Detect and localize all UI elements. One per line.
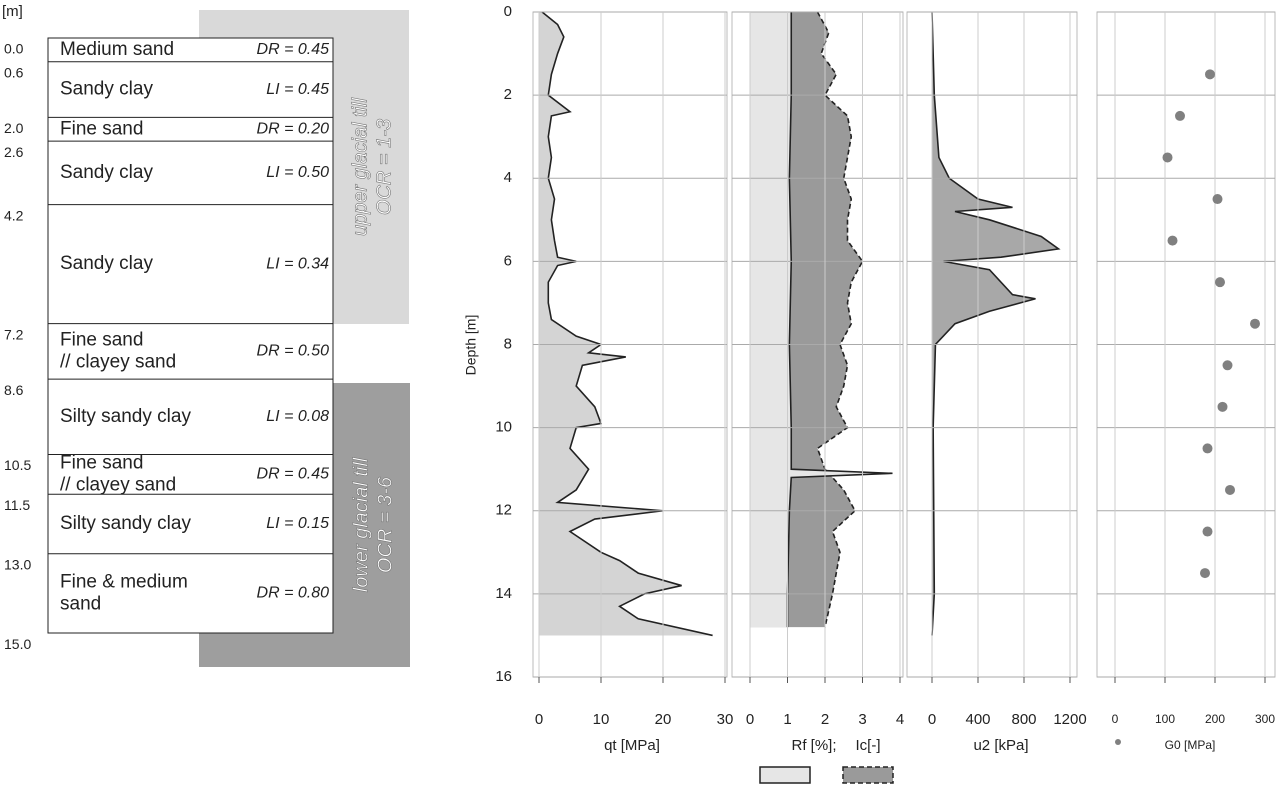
soil-column xyxy=(47,37,334,634)
area-fill xyxy=(750,12,893,628)
x-tick-label: 0 xyxy=(928,711,936,728)
layer-name: Sandy clay xyxy=(60,253,153,274)
layer-name: Medium sand xyxy=(60,39,174,60)
legend-ic xyxy=(842,766,894,784)
x-tick-label: 0 xyxy=(535,711,543,728)
x-axis-label: u2 [kPa] xyxy=(973,737,1028,754)
x-tick-label: 4 xyxy=(896,711,904,728)
depth-label: 0.0 xyxy=(4,41,24,57)
x-tick-label: 400 xyxy=(965,711,990,728)
point xyxy=(1215,277,1225,288)
point xyxy=(1217,401,1228,412)
x-axis-label: Rf [%]; xyxy=(791,737,836,754)
depth-label: 10.5 xyxy=(4,457,31,473)
point xyxy=(1200,568,1210,579)
y-tick-label: 6 xyxy=(504,252,512,269)
y-tick-label: 2 xyxy=(504,86,512,103)
layer-name: Fine sand xyxy=(60,329,143,350)
legend-rf xyxy=(759,766,811,784)
till-label: lower glacial till xyxy=(350,457,372,592)
layer-param: DR = 0.50 xyxy=(257,343,330,360)
point xyxy=(1250,318,1260,329)
depth-label: 0.6 xyxy=(4,65,24,81)
y-tick-label: 8 xyxy=(504,335,512,352)
point xyxy=(1162,152,1173,163)
layer-name: Fine sand xyxy=(60,118,143,139)
y-tick-label: 0 xyxy=(504,3,512,20)
x-tick-label: 100 xyxy=(1155,712,1175,726)
layer-name: sand xyxy=(60,593,101,614)
x-tick-label: 300 xyxy=(1255,712,1275,726)
x-tick-label: 200 xyxy=(1205,712,1225,726)
x-tick-label: 0 xyxy=(1112,712,1119,726)
y-tick-label: 10 xyxy=(495,419,512,436)
x-tick-label: 1200 xyxy=(1053,711,1086,728)
till-label: OCR = 1-3 xyxy=(373,119,395,215)
point xyxy=(1202,526,1213,537)
depth-label: 13.0 xyxy=(4,556,31,572)
depth-label: 11.5 xyxy=(4,497,30,513)
layer-name: Sandy clay xyxy=(60,79,153,100)
x-axis-label: Ic[-] xyxy=(856,737,881,754)
layer-name: Fine sand xyxy=(60,452,143,473)
y-tick-label: 4 xyxy=(504,169,512,186)
depth-unit: [m] xyxy=(2,3,23,20)
point xyxy=(1205,69,1215,80)
depth-label: 8.6 xyxy=(4,382,24,398)
x-tick-label: 20 xyxy=(655,711,672,728)
layer-param: LI = 0.45 xyxy=(266,81,329,98)
layer-param: LI = 0.34 xyxy=(266,255,329,272)
layer-name: Fine & medium xyxy=(60,571,188,592)
till-label: OCR = 3-6 xyxy=(374,476,396,573)
layer-name: Silty sandy clay xyxy=(60,513,191,534)
point xyxy=(1212,194,1223,205)
x-axis-label: qt [MPa] xyxy=(604,737,660,754)
y-tick-label: 14 xyxy=(495,585,512,602)
x-tick-label: 3 xyxy=(858,711,866,728)
y-tick-label: 12 xyxy=(495,502,512,519)
x-tick-label: 10 xyxy=(593,711,610,728)
y-tick-label: 16 xyxy=(495,668,512,685)
layer-name: Silty sandy clay xyxy=(60,406,191,427)
depth-label: 15.0 xyxy=(4,636,31,652)
layer-name: Sandy clay xyxy=(60,162,153,183)
legend-marker xyxy=(1115,739,1121,745)
point xyxy=(1202,443,1213,454)
depth-label: 2.6 xyxy=(4,144,24,160)
layer-param: DR = 0.45 xyxy=(257,41,330,58)
layer-param: DR = 0.45 xyxy=(257,466,330,483)
layer-name: // clayey sand xyxy=(60,351,176,372)
layer-param: LI = 0.15 xyxy=(266,515,329,532)
x-tick-label: 2 xyxy=(821,711,829,728)
y-axis-label: Depth [m] xyxy=(463,315,479,376)
point xyxy=(1225,484,1235,495)
layer-param: DR = 0.80 xyxy=(257,585,330,602)
depth-label: 7.2 xyxy=(4,326,24,342)
layer-param: LI = 0.50 xyxy=(266,164,329,181)
x-tick-label: 0 xyxy=(746,711,754,728)
layer-name: // clayey sand xyxy=(60,474,176,495)
depth-label: 2.0 xyxy=(4,120,24,136)
profile-line xyxy=(931,11,1061,636)
layer-param: DR = 0.20 xyxy=(257,120,330,137)
depth-label: 4.2 xyxy=(4,207,24,223)
layer-param: LI = 0.08 xyxy=(266,408,329,425)
till-label: upper glacial till xyxy=(349,98,371,236)
profile-line xyxy=(786,12,893,628)
x-tick-label: 1 xyxy=(783,711,791,728)
point xyxy=(1175,110,1185,121)
profile-line xyxy=(816,11,864,628)
x-axis-label: G0 [MPa] xyxy=(1165,738,1216,752)
profile-line xyxy=(541,11,713,637)
x-tick-label: 30 xyxy=(717,711,734,728)
point xyxy=(1222,360,1233,371)
x-tick-label: 800 xyxy=(1011,711,1036,728)
point xyxy=(1167,235,1178,246)
